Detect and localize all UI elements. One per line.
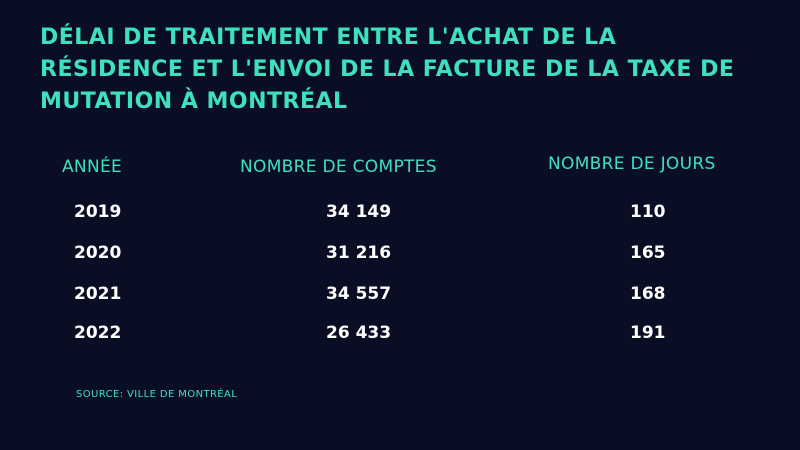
column-header-accounts: NOMBRE DE COMPTES: [240, 157, 437, 177]
chart-title: DÉLAI DE TRAITEMENT ENTRE L'ACHAT DE LA …: [40, 22, 740, 118]
column-header-days: NOMBRE DE JOURS: [548, 154, 716, 174]
cell-accounts: 31 216: [326, 243, 392, 263]
chart-title-line: DÉLAI DE TRAITEMENT ENTRE L'ACHAT DE LA: [40, 25, 617, 50]
cell-accounts: 34 149: [326, 202, 392, 222]
cell-year: 2022: [74, 323, 122, 343]
chart-title-line: MUTATION À MONTRÉAL: [40, 89, 348, 114]
cell-year: 2020: [74, 243, 122, 263]
chart-title-line: RÉSIDENCE ET L'ENVOI DE LA FACTURE DE LA…: [40, 57, 735, 82]
cell-days: 165: [630, 243, 666, 263]
column-header-year: ANNÉE: [62, 157, 123, 177]
cell-accounts: 26 433: [326, 323, 392, 343]
cell-year: 2021: [74, 284, 122, 304]
source-note: SOURCE: VILLE DE MONTRÉAL: [76, 389, 238, 400]
cell-days: 168: [630, 284, 666, 304]
cell-days: 191: [630, 323, 666, 343]
cell-year: 2019: [74, 202, 122, 222]
cell-days: 110: [630, 202, 666, 222]
cell-accounts: 34 557: [326, 284, 392, 304]
